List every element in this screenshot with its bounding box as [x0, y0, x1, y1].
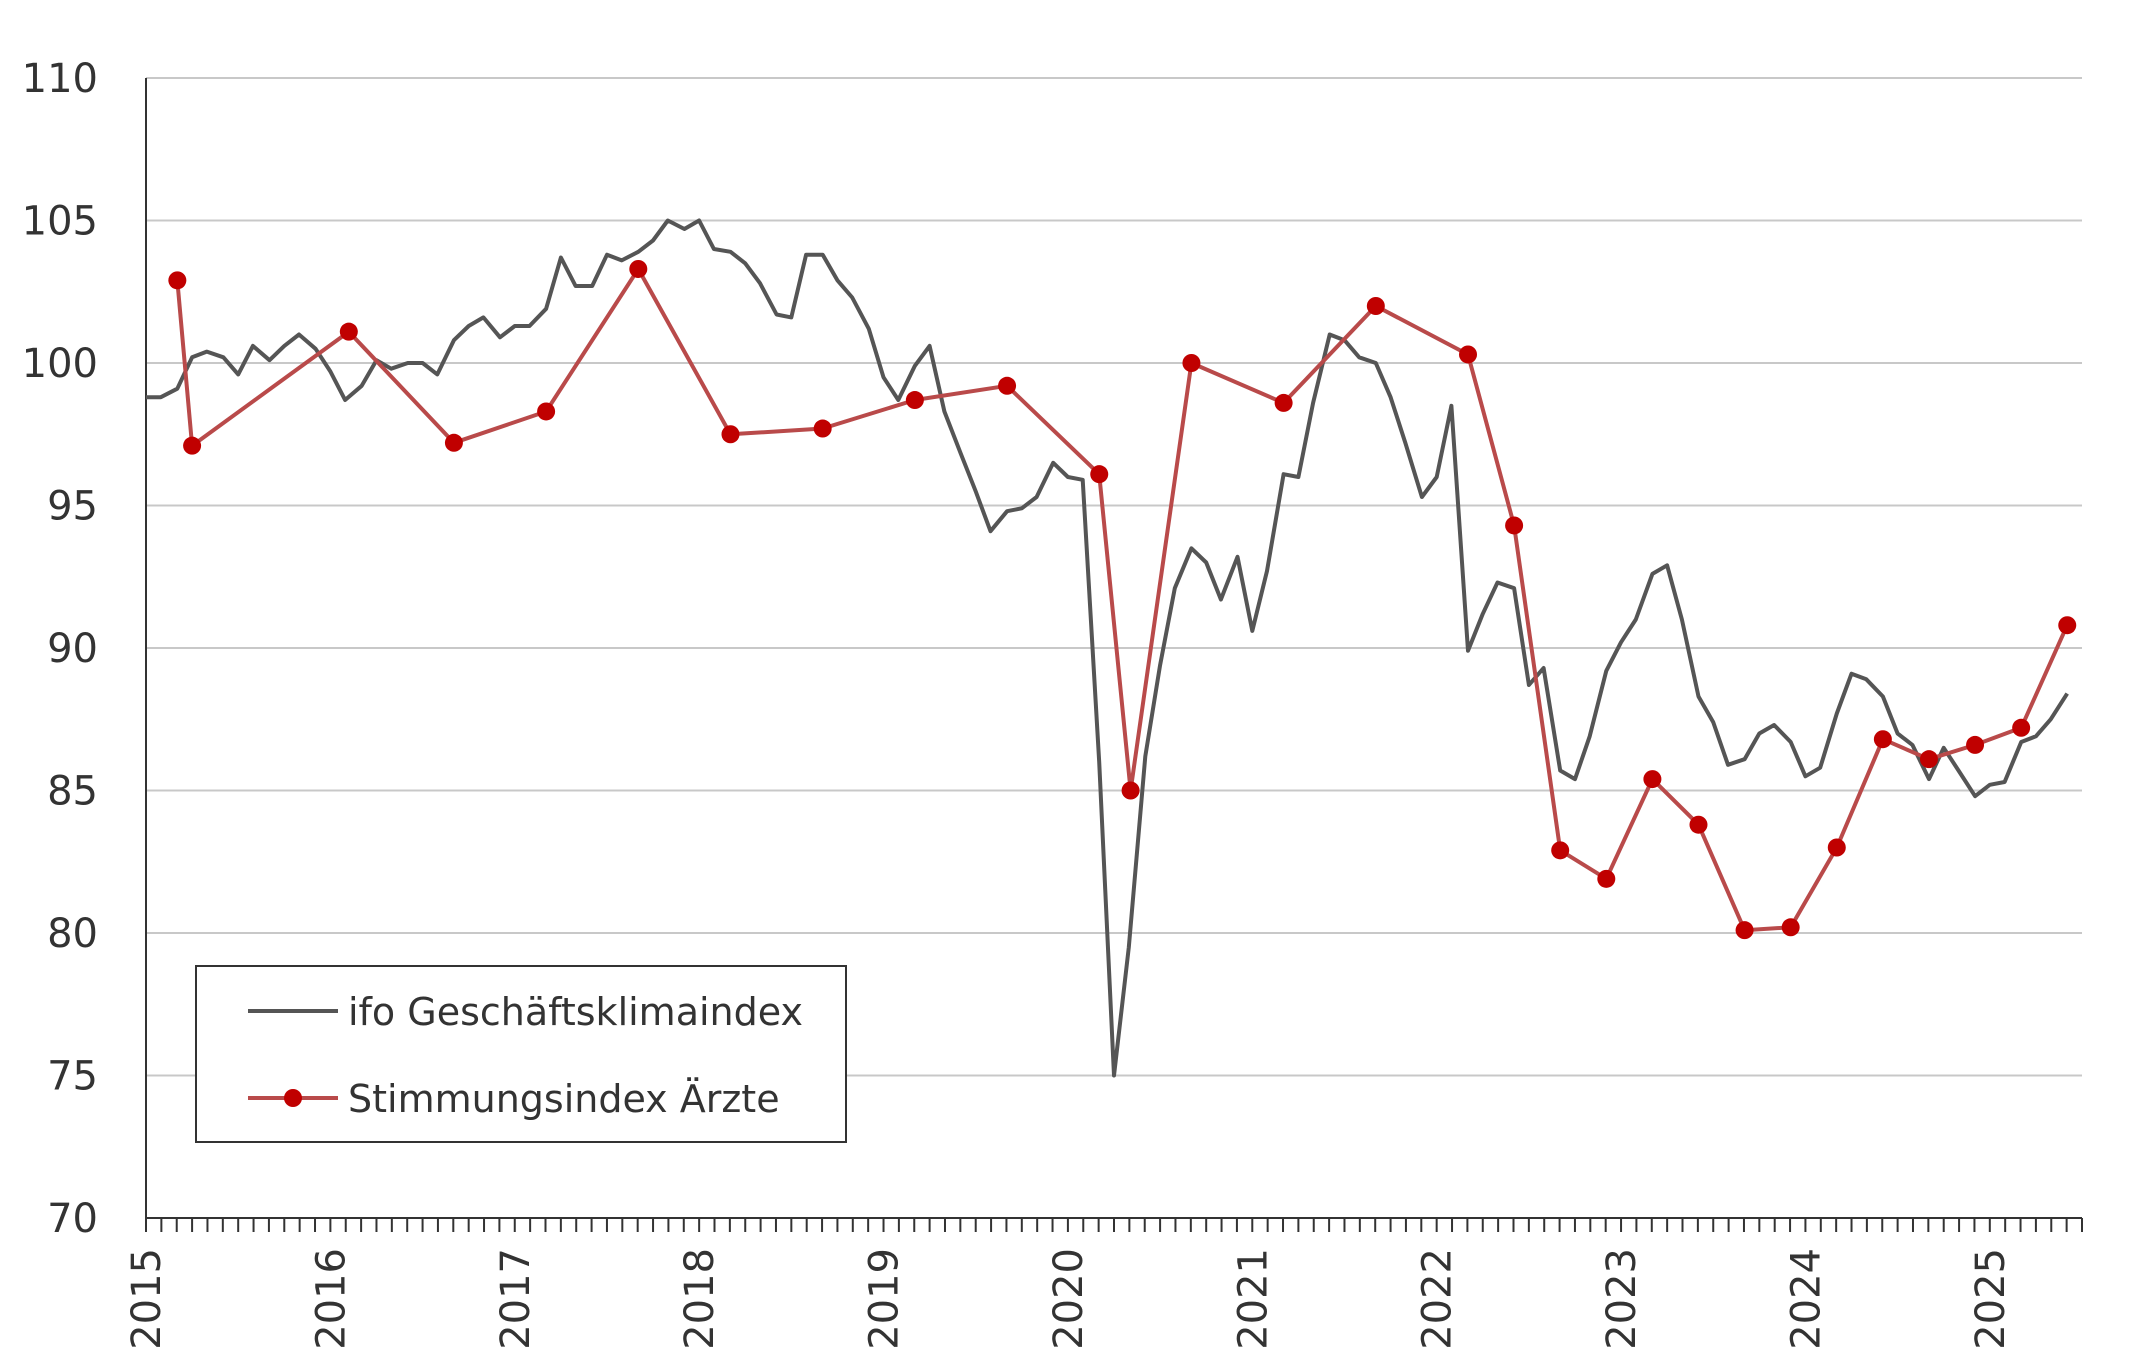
data-point	[998, 376, 1017, 395]
legend-swatch-marker	[284, 1089, 302, 1107]
data-point	[168, 271, 187, 290]
series-line-1	[146, 218, 2069, 1078]
x-tick-label: 2022	[1415, 1248, 1461, 1348]
y-tick-label: 95	[47, 484, 98, 530]
y-tick-label: 70	[47, 1196, 98, 1242]
x-tick-label: 2018	[677, 1248, 723, 1348]
data-point	[537, 402, 556, 421]
data-point	[1090, 465, 1109, 484]
y-tick-label: 100	[22, 341, 98, 387]
data-point	[905, 391, 924, 410]
data-point	[2012, 718, 2031, 737]
x-tick-label: 2017	[493, 1248, 539, 1348]
data-point	[1182, 354, 1201, 372]
series	[146, 218, 2077, 1078]
data-point	[1551, 841, 1570, 860]
series-line-2	[175, 267, 2070, 933]
x-tick-label: 2024	[1783, 1248, 1829, 1348]
y-tick-label: 110	[22, 56, 98, 102]
y-tick-label: 80	[47, 911, 98, 957]
data-point	[1689, 815, 1708, 834]
data-point	[1919, 750, 1938, 769]
data-point	[1505, 516, 1524, 535]
data-point	[1597, 869, 1616, 888]
legend-label: ifo Geschäftsklimaindex	[348, 990, 803, 1034]
data-point	[1781, 918, 1800, 937]
y-tick-label: 85	[47, 769, 98, 815]
data-point	[1966, 735, 1985, 754]
data-point	[1366, 297, 1385, 315]
data-point	[721, 425, 740, 444]
data-point	[1274, 393, 1293, 412]
legend-label: Stimmungsindex Ärzte	[348, 1077, 780, 1121]
data-point	[1459, 345, 1478, 364]
legend-box	[195, 965, 847, 1143]
x-tick-label: 2020	[1046, 1248, 1092, 1348]
data-point	[2058, 616, 2077, 635]
y-tick-label: 105	[22, 199, 98, 245]
y-tick-label: 90	[47, 626, 98, 672]
data-point	[339, 322, 358, 341]
x-tick-label: 2019	[862, 1248, 908, 1348]
data-point	[629, 259, 648, 278]
axes: 70 75 80 85 90 95 100 105 110 2015 2016 2017 2018 201…	[22, 56, 2083, 1348]
data-point	[813, 419, 832, 438]
data-point	[1827, 838, 1846, 857]
y-tick-label: 75	[47, 1054, 98, 1100]
x-tick-label: 2025	[1968, 1248, 2014, 1348]
data-point	[1735, 921, 1754, 940]
x-tick-label: 2021	[1230, 1248, 1276, 1348]
x-tick-label: 2023	[1599, 1248, 1645, 1348]
x-tick-label: 2016	[308, 1248, 354, 1348]
data-point	[183, 436, 202, 455]
data-point	[444, 433, 463, 452]
gridlines	[146, 77, 2082, 1077]
data-point	[1121, 781, 1140, 800]
data-point	[1643, 770, 1662, 789]
data-point	[1873, 730, 1892, 749]
legend: ifo Geschäftsklimaindex Stimmungsindex Är…	[195, 965, 847, 1143]
x-tick-label: 2015	[124, 1248, 170, 1348]
